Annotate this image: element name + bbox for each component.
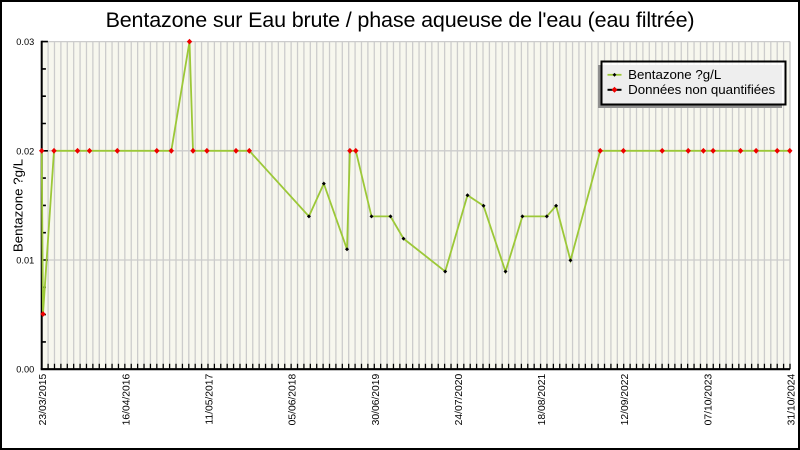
svg-text:31/10/2024: 31/10/2024 xyxy=(787,374,798,426)
svg-text:Bentazone ?g/L: Bentazone ?g/L xyxy=(628,67,721,82)
svg-text:05/06/2018: 05/06/2018 xyxy=(288,374,299,426)
svg-text:Bentazone sur Eau brute / phas: Bentazone sur Eau brute / phase aqueuse … xyxy=(106,8,695,32)
svg-text:Données non quantifiées: Données non quantifiées xyxy=(628,82,775,97)
svg-text:0.02: 0.02 xyxy=(16,146,34,156)
svg-text:23/03/2015: 23/03/2015 xyxy=(38,374,49,426)
svg-text:16/04/2016: 16/04/2016 xyxy=(121,374,132,426)
svg-text:11/05/2017: 11/05/2017 xyxy=(204,374,215,425)
svg-text:24/07/2020: 24/07/2020 xyxy=(454,374,465,426)
svg-text:0.01: 0.01 xyxy=(16,256,34,266)
svg-text:30/06/2019: 30/06/2019 xyxy=(371,374,382,426)
svg-text:Bentazone ?g/L: Bentazone ?g/L xyxy=(11,159,26,252)
svg-text:0.03: 0.03 xyxy=(16,37,34,47)
svg-text:18/08/2021: 18/08/2021 xyxy=(537,374,548,426)
svg-text:07/10/2023: 07/10/2023 xyxy=(703,374,714,426)
svg-text:0.00: 0.00 xyxy=(16,365,34,375)
svg-text:12/09/2022: 12/09/2022 xyxy=(620,374,631,426)
